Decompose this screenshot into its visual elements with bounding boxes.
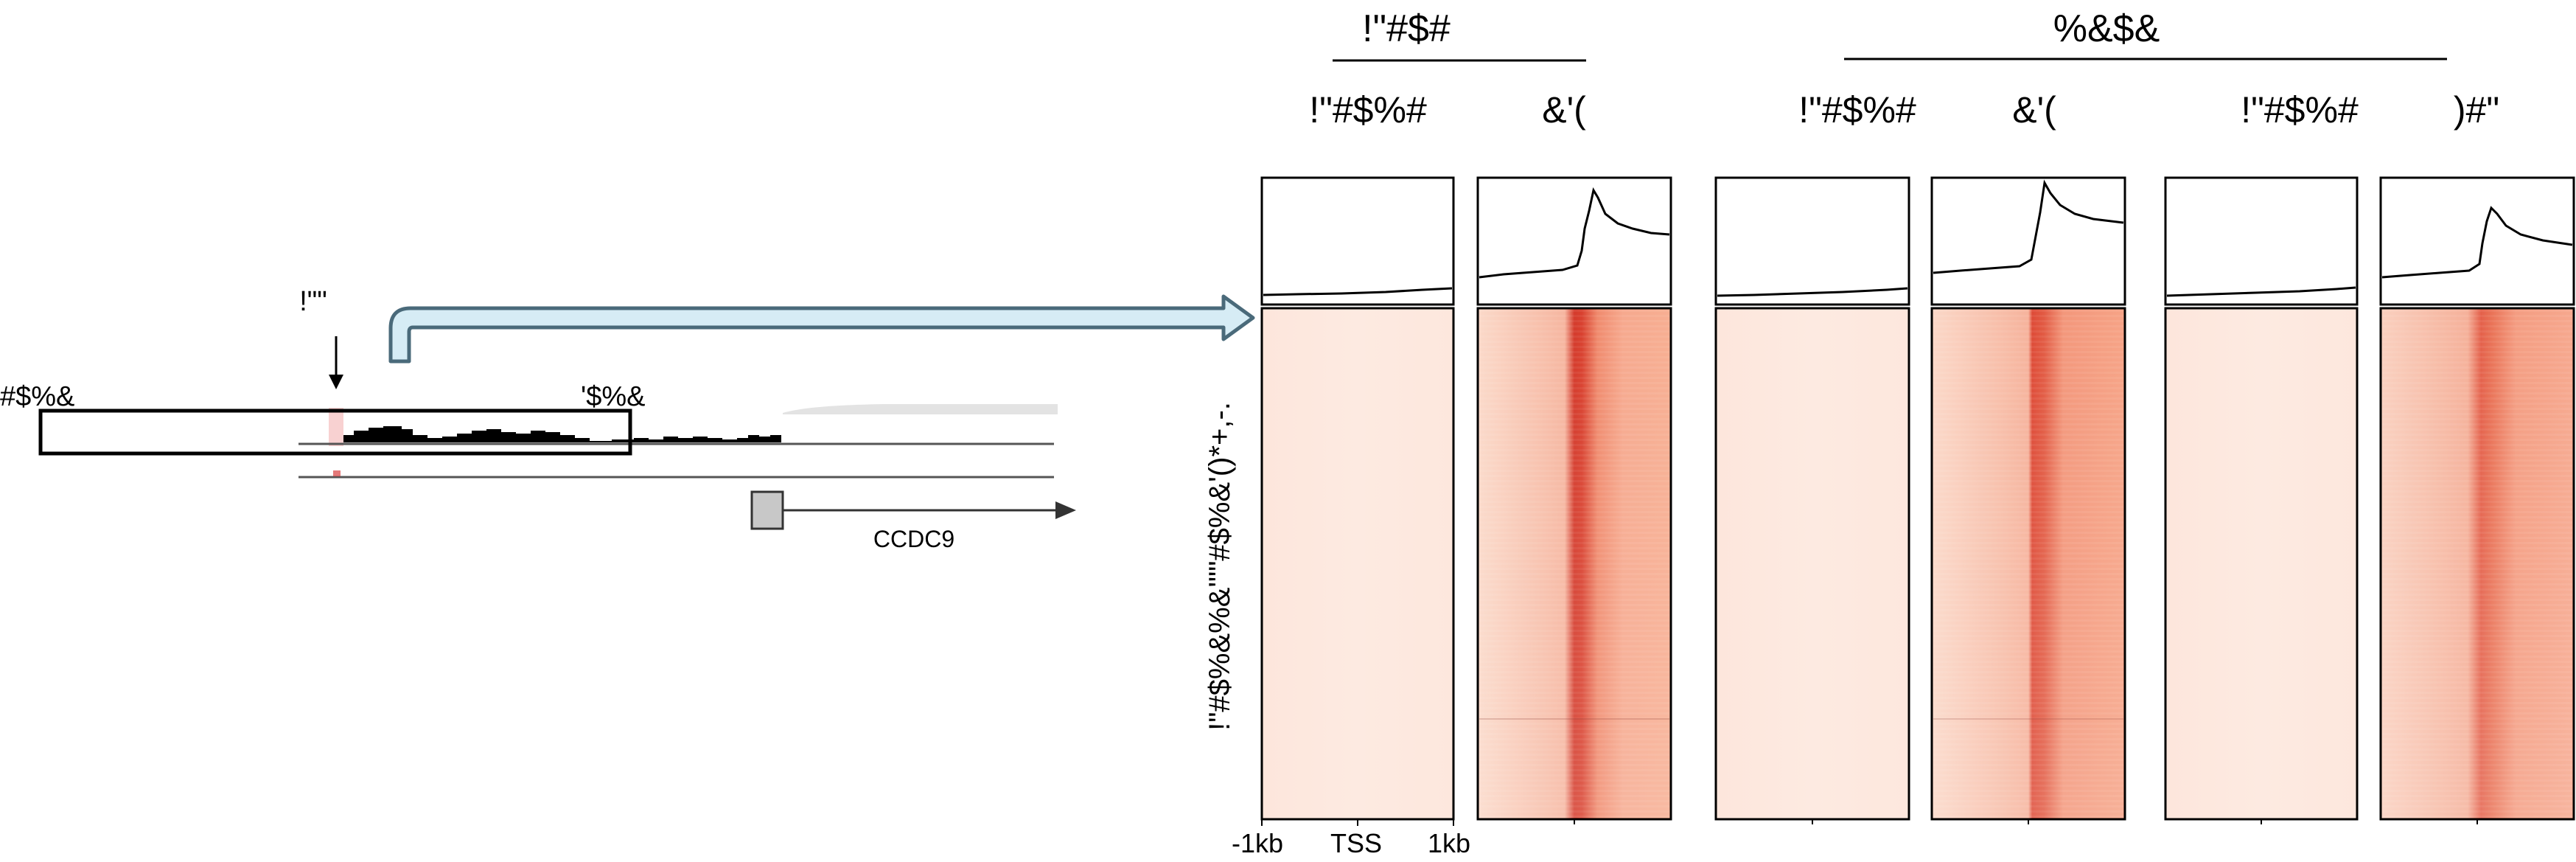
profile-line-3: [1717, 287, 1908, 297]
gene-direction-arrow: [1055, 501, 1076, 519]
profile-box-2: [1476, 176, 1672, 306]
region-box: [38, 409, 632, 456]
column-header-6: )#": [2454, 89, 2499, 131]
region-right-label: '$%&: [581, 381, 646, 412]
signal-track-faint: [783, 404, 1058, 414]
heatmap-1: [1260, 307, 1455, 821]
track2-peak: [333, 470, 341, 476]
gene-label: CCDC9: [873, 526, 954, 552]
bent-arrow: [388, 294, 1255, 364]
heatmap-3: [1714, 307, 1910, 821]
group-header-2: %&$&: [2053, 7, 2160, 50]
x-tick-label-right: 1kb: [1428, 828, 1470, 858]
x-tick-label-center: TSS: [1330, 828, 1382, 858]
profile-box-4: [1930, 176, 2126, 306]
profile-plots: [1260, 176, 2575, 306]
profile-line-4: [1933, 179, 2124, 274]
x-tick-label-left: -1kb: [1232, 828, 1283, 858]
column-header-3: !"#$%#: [1798, 89, 1916, 131]
profile-line-2: [1479, 187, 1670, 279]
peak-highlight: [329, 408, 343, 446]
group-header-1: !"#$#: [1362, 7, 1451, 50]
peak-arrow-head: [329, 375, 343, 389]
heatmap-fade-4: [1933, 310, 2123, 818]
heatmap-5: [2164, 307, 2359, 821]
profile-line-1: [1263, 287, 1453, 296]
heatmap-fade-6: [2382, 310, 2572, 818]
profile-box-1: [1260, 176, 1455, 306]
profile-box-3: [1714, 176, 1910, 306]
heatmap-fade-2: [1479, 310, 1669, 818]
column-header-5: !"#$%#: [2241, 89, 2359, 131]
profile-line-5: [2166, 286, 2356, 297]
region-left-label: #$%&: [0, 381, 74, 412]
gene-exon: [750, 490, 784, 530]
row-axis-label: !"#$%&%&'""#$%&'()*+,-.: [1204, 402, 1236, 731]
column-header-4: &'(: [2012, 89, 2056, 131]
profile-box-5: [2164, 176, 2359, 306]
x-axis: -1kb TSS 1kb: [1232, 819, 2478, 858]
heatmaps: [1260, 307, 2575, 821]
column-header-2: &'(: [1542, 89, 1586, 131]
column-header-1: !"#$%#: [1309, 89, 1427, 131]
peak-label: !"": [299, 286, 327, 317]
signal-track-black: [335, 426, 781, 442]
locus-panel: !"" #$%& '$%& CCDC9: [0, 286, 1255, 552]
group-headers: !"#$# %&$&: [1333, 7, 2447, 62]
column-headers: !"#$%# &'( !"#$%# &'( !"#$%# )#": [1309, 89, 2499, 131]
profile-line-6: [2381, 206, 2573, 279]
